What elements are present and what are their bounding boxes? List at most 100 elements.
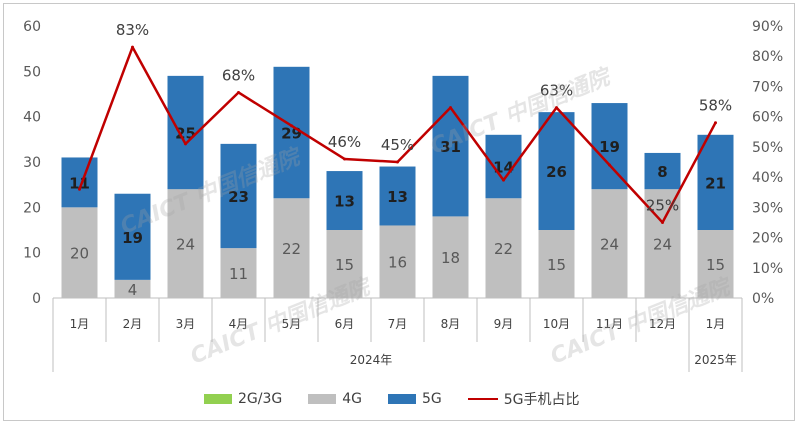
bar-data-label: 29: [281, 125, 302, 143]
bar-data-label: 24: [600, 236, 619, 254]
x-axis-tick-label: 10月: [543, 317, 570, 331]
x-axis-tick-label: 11月: [596, 317, 623, 331]
y-axis-tick-label: 40: [23, 110, 41, 126]
y-axis-tick-label: 10: [23, 246, 41, 262]
x-axis-tick-label: 2月: [123, 317, 143, 331]
bar-4g: [379, 225, 416, 298]
bar-4g: [591, 189, 628, 298]
legend-swatch-5g: [388, 394, 416, 404]
x-axis-tick-label: 7月: [388, 317, 408, 331]
bar-data-label: 23: [228, 188, 249, 206]
line-point-5g-share: [714, 121, 717, 125]
bar-5g: [697, 134, 734, 230]
x-axis-year-label: 2025年: [694, 353, 737, 367]
bar-5g: [114, 193, 151, 280]
bar-4g: [485, 198, 522, 298]
legend-swatch-5g-share: [467, 398, 498, 400]
bar-data-label: 24: [653, 236, 672, 254]
y-axis-tick-label: 60: [23, 19, 41, 35]
legend-item-5g: 5G: [388, 391, 442, 407]
bar-data-label: 15: [335, 256, 354, 274]
bar-4g: [538, 230, 575, 298]
bar-data-label: 14: [493, 159, 514, 177]
x-axis-tick-label: 1月: [70, 317, 90, 331]
chart-legend: 2G/3G 4G 5G 5G手机占比: [204, 388, 634, 410]
legend-item-2g3g: 2G/3G: [204, 391, 282, 407]
x-axis-tick-label: 9月: [494, 317, 514, 331]
line-point-5g-share: [78, 187, 81, 191]
bar-data-label: 8: [657, 163, 667, 181]
y-axis-tick-label: 20: [23, 200, 41, 216]
bar-data-label: 16: [388, 254, 407, 272]
x-axis-tick-label: 6月: [335, 317, 355, 331]
bar-data-label: 11: [69, 174, 90, 192]
legend-label-5g: 5G: [422, 391, 442, 407]
line-point-5g-share: [502, 178, 505, 182]
x-axis-tick-label: 8月: [441, 317, 461, 331]
legend-swatch-4g: [308, 394, 337, 404]
line-point-5g-share: [396, 160, 399, 164]
line-point-5g-share: [290, 124, 293, 128]
bar-data-label: 13: [387, 188, 408, 206]
legend-swatch-2g3g: [204, 394, 232, 404]
x-axis-tick-label: 4月: [229, 317, 249, 331]
y2-axis-tick-label: 50%: [752, 140, 783, 156]
bar-4g: [432, 216, 469, 298]
y2-axis-tick-label: 30%: [752, 200, 783, 216]
bar-5g: [591, 103, 628, 190]
y2-axis-tick-label: 10%: [752, 261, 783, 277]
bar-4g: [114, 279, 151, 298]
bar-4g: [644, 189, 681, 298]
bar-data-label: 25: [175, 125, 196, 143]
line-data-label: 63%: [540, 82, 573, 100]
line-data-label: 45%: [381, 136, 414, 154]
line-point-5g-share: [237, 90, 240, 94]
line-data-label: 68%: [222, 66, 255, 84]
bar-data-label: 31: [440, 138, 461, 156]
line-data-label: 58%: [699, 97, 732, 115]
y2-axis-tick-label: 0%: [752, 291, 774, 307]
x-axis-tick-label: 1月: [706, 317, 726, 331]
y2-axis-tick-label: 90%: [752, 19, 783, 35]
line-point-5g-share: [661, 220, 664, 224]
line-point-5g-share: [555, 106, 558, 110]
bar-data-label: 18: [441, 249, 460, 267]
legend-label-4g: 4G: [342, 391, 362, 407]
bar-data-label: 22: [282, 240, 301, 258]
y2-axis-tick-label: 70%: [752, 79, 783, 95]
bar-4g: [167, 189, 204, 298]
x-axis-year-label: 2024年: [350, 353, 393, 367]
y2-axis-tick-label: 60%: [752, 110, 783, 126]
y2-axis-tick-label: 80%: [752, 49, 783, 65]
bar-5g: [61, 157, 98, 208]
bar-data-label: 19: [122, 229, 143, 247]
line-point-5g-share: [449, 106, 452, 110]
bar-data-label: 13: [334, 193, 355, 211]
bar-data-label: 4: [128, 281, 138, 299]
bar-data-label: 22: [494, 240, 513, 258]
legend-label-5g-share: 5G手机占比: [503, 392, 580, 408]
line-data-label: 83%: [116, 21, 149, 39]
stacked-bar-line-chart: 0 10 20 30 40 50 60 0% 10% 20% 30% 40% 50% 60% 70% 80% 9…: [23, 19, 783, 372]
y-axis-tick-label: 0: [32, 291, 41, 307]
line-data-label: 46%: [328, 133, 361, 151]
x-axis-tick-label: 12月: [649, 317, 676, 331]
y2-axis-tick-label: 40%: [752, 170, 783, 186]
line-point-5g-share: [184, 142, 187, 146]
line-point-5g-share: [608, 163, 611, 167]
legend-item-4g: 4G: [308, 391, 362, 407]
chart-frame: 0 10 20 30 40 50 60 0% 10% 20% 30% 40% 50% 60% 70% 80% 9…: [3, 3, 795, 421]
bar-data-label: 26: [546, 163, 567, 181]
bar-data-label: 11: [229, 265, 248, 283]
bar-5g: [326, 171, 363, 230]
legend-item-5g-share: 5G手机占比: [467, 389, 580, 409]
line-point-5g-share: [131, 45, 134, 49]
y-axis-tick-label: 50: [23, 64, 41, 80]
y-axis-tick-label: 30: [23, 155, 41, 171]
bar-data-label: 21: [705, 174, 726, 192]
bar-data-label: 24: [176, 236, 195, 254]
bar-data-label: 19: [599, 138, 620, 156]
line-point-5g-share: [343, 157, 346, 161]
bar-5g: [432, 75, 469, 217]
bar-4g: [61, 207, 98, 298]
